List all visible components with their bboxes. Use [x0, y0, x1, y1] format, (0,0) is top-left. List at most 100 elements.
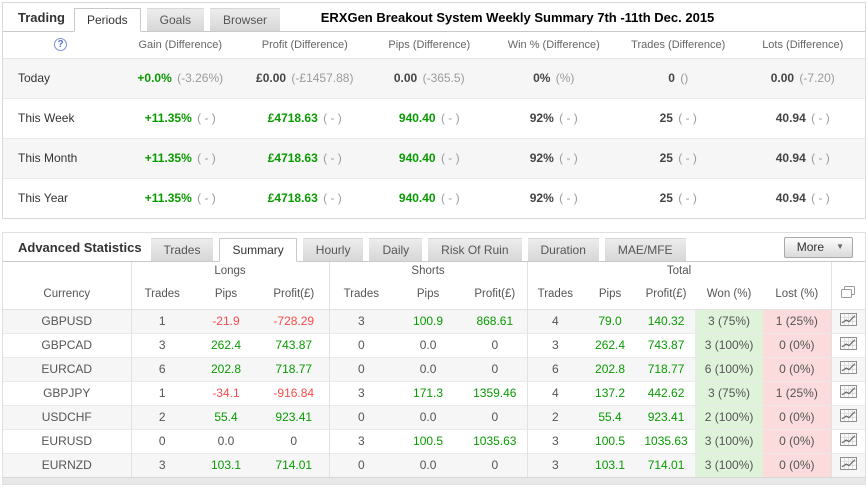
stats-tabs: Trades Summary Hourly Daily Risk Of Ruin Dura…	[150, 238, 686, 262]
difference-value: (-7.20)	[799, 71, 835, 85]
difference-value: ()	[680, 71, 689, 85]
chart-icon[interactable]	[839, 433, 857, 446]
value-cell: 25 ( - )	[616, 137, 741, 178]
tab-browser[interactable]: Browser	[210, 8, 281, 31]
main-value: 940.40	[398, 191, 436, 206]
chart-icon[interactable]	[839, 337, 857, 350]
difference-value: (-£1457.88)	[291, 71, 354, 85]
help-icon[interactable]: ?	[54, 38, 67, 52]
stat-cell: -728.29	[273, 314, 315, 328]
stat-cell: 0 (0%)	[763, 452, 832, 477]
currency-row: GBPUSD 1 -21.9 -728.29 3 100.9 868.61 4 79.0 140.…	[3, 309, 866, 333]
stat-cell: 79.0	[598, 314, 622, 328]
period-label: This Month	[3, 137, 118, 178]
stat-cell: 0	[328, 404, 394, 429]
value-cell: 0 ()	[616, 58, 741, 98]
group-spacer	[3, 262, 131, 280]
chart-icon-cell	[830, 332, 866, 357]
chart-icon[interactable]	[839, 457, 857, 471]
stat-cell: 0 (0%)	[763, 356, 832, 381]
main-value: £4718.63	[267, 191, 318, 206]
main-value: +0.0%	[137, 71, 172, 85]
stat-cell: 55.4	[583, 404, 638, 429]
stat-cell: 868.61	[476, 314, 514, 328]
col-lost: Lost (%)	[763, 280, 832, 310]
difference-value: ( - )	[811, 111, 830, 125]
stat-cell: 3 (75%)	[695, 380, 764, 405]
chart-icon-cell	[830, 356, 866, 381]
difference-value: ( - )	[440, 191, 460, 206]
stat-cell: 100.5	[393, 428, 464, 453]
stat-cell: 3	[526, 452, 584, 477]
stat-cell: 0 (0%)	[763, 404, 832, 429]
main-value: 0	[668, 71, 675, 85]
more-button-label: More	[796, 239, 825, 254]
col-longs-profit: Profit(£)	[259, 280, 330, 310]
periods-header-row: ? Gain (Difference) Profit (Difference) Pi…	[3, 32, 865, 59]
period-label: This Year	[3, 177, 118, 218]
stat-cell: 3	[328, 380, 394, 405]
currency-cell: EURCAD	[3, 356, 131, 381]
value-cell: 25 ( - )	[616, 177, 741, 218]
period-row: This Week +11.35% ( - ) £4718.63 ( - ) 940.…	[3, 97, 865, 138]
trading-panel-title: Trading	[18, 9, 65, 25]
group-shorts: Shorts	[328, 262, 528, 280]
stat-cell: 743.87	[259, 332, 330, 357]
value-cell: 40.94 ( - )	[740, 97, 865, 138]
stat-cell: 3	[328, 309, 394, 333]
stats-tab-daily[interactable]: Daily	[369, 238, 423, 261]
chart-icon[interactable]	[839, 409, 857, 422]
more-button[interactable]: More ▼	[783, 236, 853, 258]
stats-tab-hourly[interactable]: Hourly	[302, 238, 364, 261]
stat-cell: 171.3	[393, 380, 464, 405]
chart-icon[interactable]	[839, 361, 857, 374]
currency-cell: EURNZD	[3, 452, 131, 477]
advanced-statistics-panel: Advanced Statistics Trades Summary Hourly D…	[2, 232, 866, 485]
col-total-pips: Pips	[583, 280, 638, 310]
difference-value: ( - )	[811, 191, 830, 206]
main-value: 92%	[529, 151, 554, 165]
stat-cell: 103.1	[193, 452, 259, 477]
chart-icon[interactable]	[839, 385, 857, 398]
stat-cell: 0.0	[193, 428, 259, 453]
stats-tab-risk-of-ruin[interactable]: Risk Of Ruin	[428, 238, 522, 261]
copy-icon[interactable]	[840, 286, 856, 299]
currency-row: EURUSD 0 0.0 0 3 100.5 1035.63 3 100.5 1035.63 3 (…	[3, 428, 866, 453]
currency-row: GBPCAD 3 262.4 743.87 0 0.0 0 3 262.4 743.87 3 (10…	[3, 332, 866, 357]
report-heading: ERXGen Breakout System Weekly Summary 7t…	[320, 9, 715, 25]
trading-tabbar: Trading Periods Goals Browser ERXGen Break…	[3, 3, 865, 32]
stat-cell: -34.1	[193, 380, 259, 405]
stats-tab-duration[interactable]: Duration	[527, 238, 599, 261]
chart-icon[interactable]	[839, 313, 857, 326]
stat-cell: 137.2	[583, 380, 638, 405]
main-value: 40.94	[775, 111, 806, 125]
value-cell: +0.0% (-3.26%)	[118, 58, 243, 98]
stats-tab-trades[interactable]: Trades	[150, 238, 214, 261]
tab-periods[interactable]: Periods	[73, 8, 141, 32]
periods-table: ? Gain (Difference) Profit (Difference) Pi…	[3, 32, 865, 218]
stat-cell: 103.1	[583, 452, 638, 477]
stat-cell: 4	[526, 380, 584, 405]
stat-cell: 2 (100%)	[695, 404, 764, 429]
stat-cell: 1035.63	[463, 428, 528, 453]
stat-cell: 923.41	[259, 404, 330, 429]
stat-cell: 1035.63	[637, 428, 696, 453]
main-value: 0.00	[393, 71, 418, 85]
stat-cell: 718.77	[637, 356, 696, 381]
stat-cell: 1	[130, 309, 193, 333]
main-value: 25	[659, 191, 673, 206]
stats-tab-mae-mfe[interactable]: MAE/MFE	[604, 238, 686, 261]
currency-row: EURNZD 3 103.1 714.01 0 0.0 0 3 103.1 714.01 3 (10…	[3, 452, 866, 477]
value-cell: 40.94 ( - )	[740, 177, 865, 218]
stat-cell: 3	[526, 428, 584, 453]
stat-cell: 3 (100%)	[695, 428, 764, 453]
periods-column-header: Win % (Difference)	[491, 32, 616, 59]
tab-goals[interactable]: Goals	[146, 8, 204, 31]
difference-value: (-3.26%)	[177, 71, 224, 85]
stat-cell: 262.4	[193, 332, 259, 357]
main-value: 0%	[533, 71, 551, 85]
value-cell: 0.00 (-7.20)	[741, 58, 866, 98]
stat-cell: 743.87	[637, 332, 696, 357]
stats-tab-summary[interactable]: Summary	[219, 238, 297, 262]
stat-cell: 0	[259, 428, 330, 453]
